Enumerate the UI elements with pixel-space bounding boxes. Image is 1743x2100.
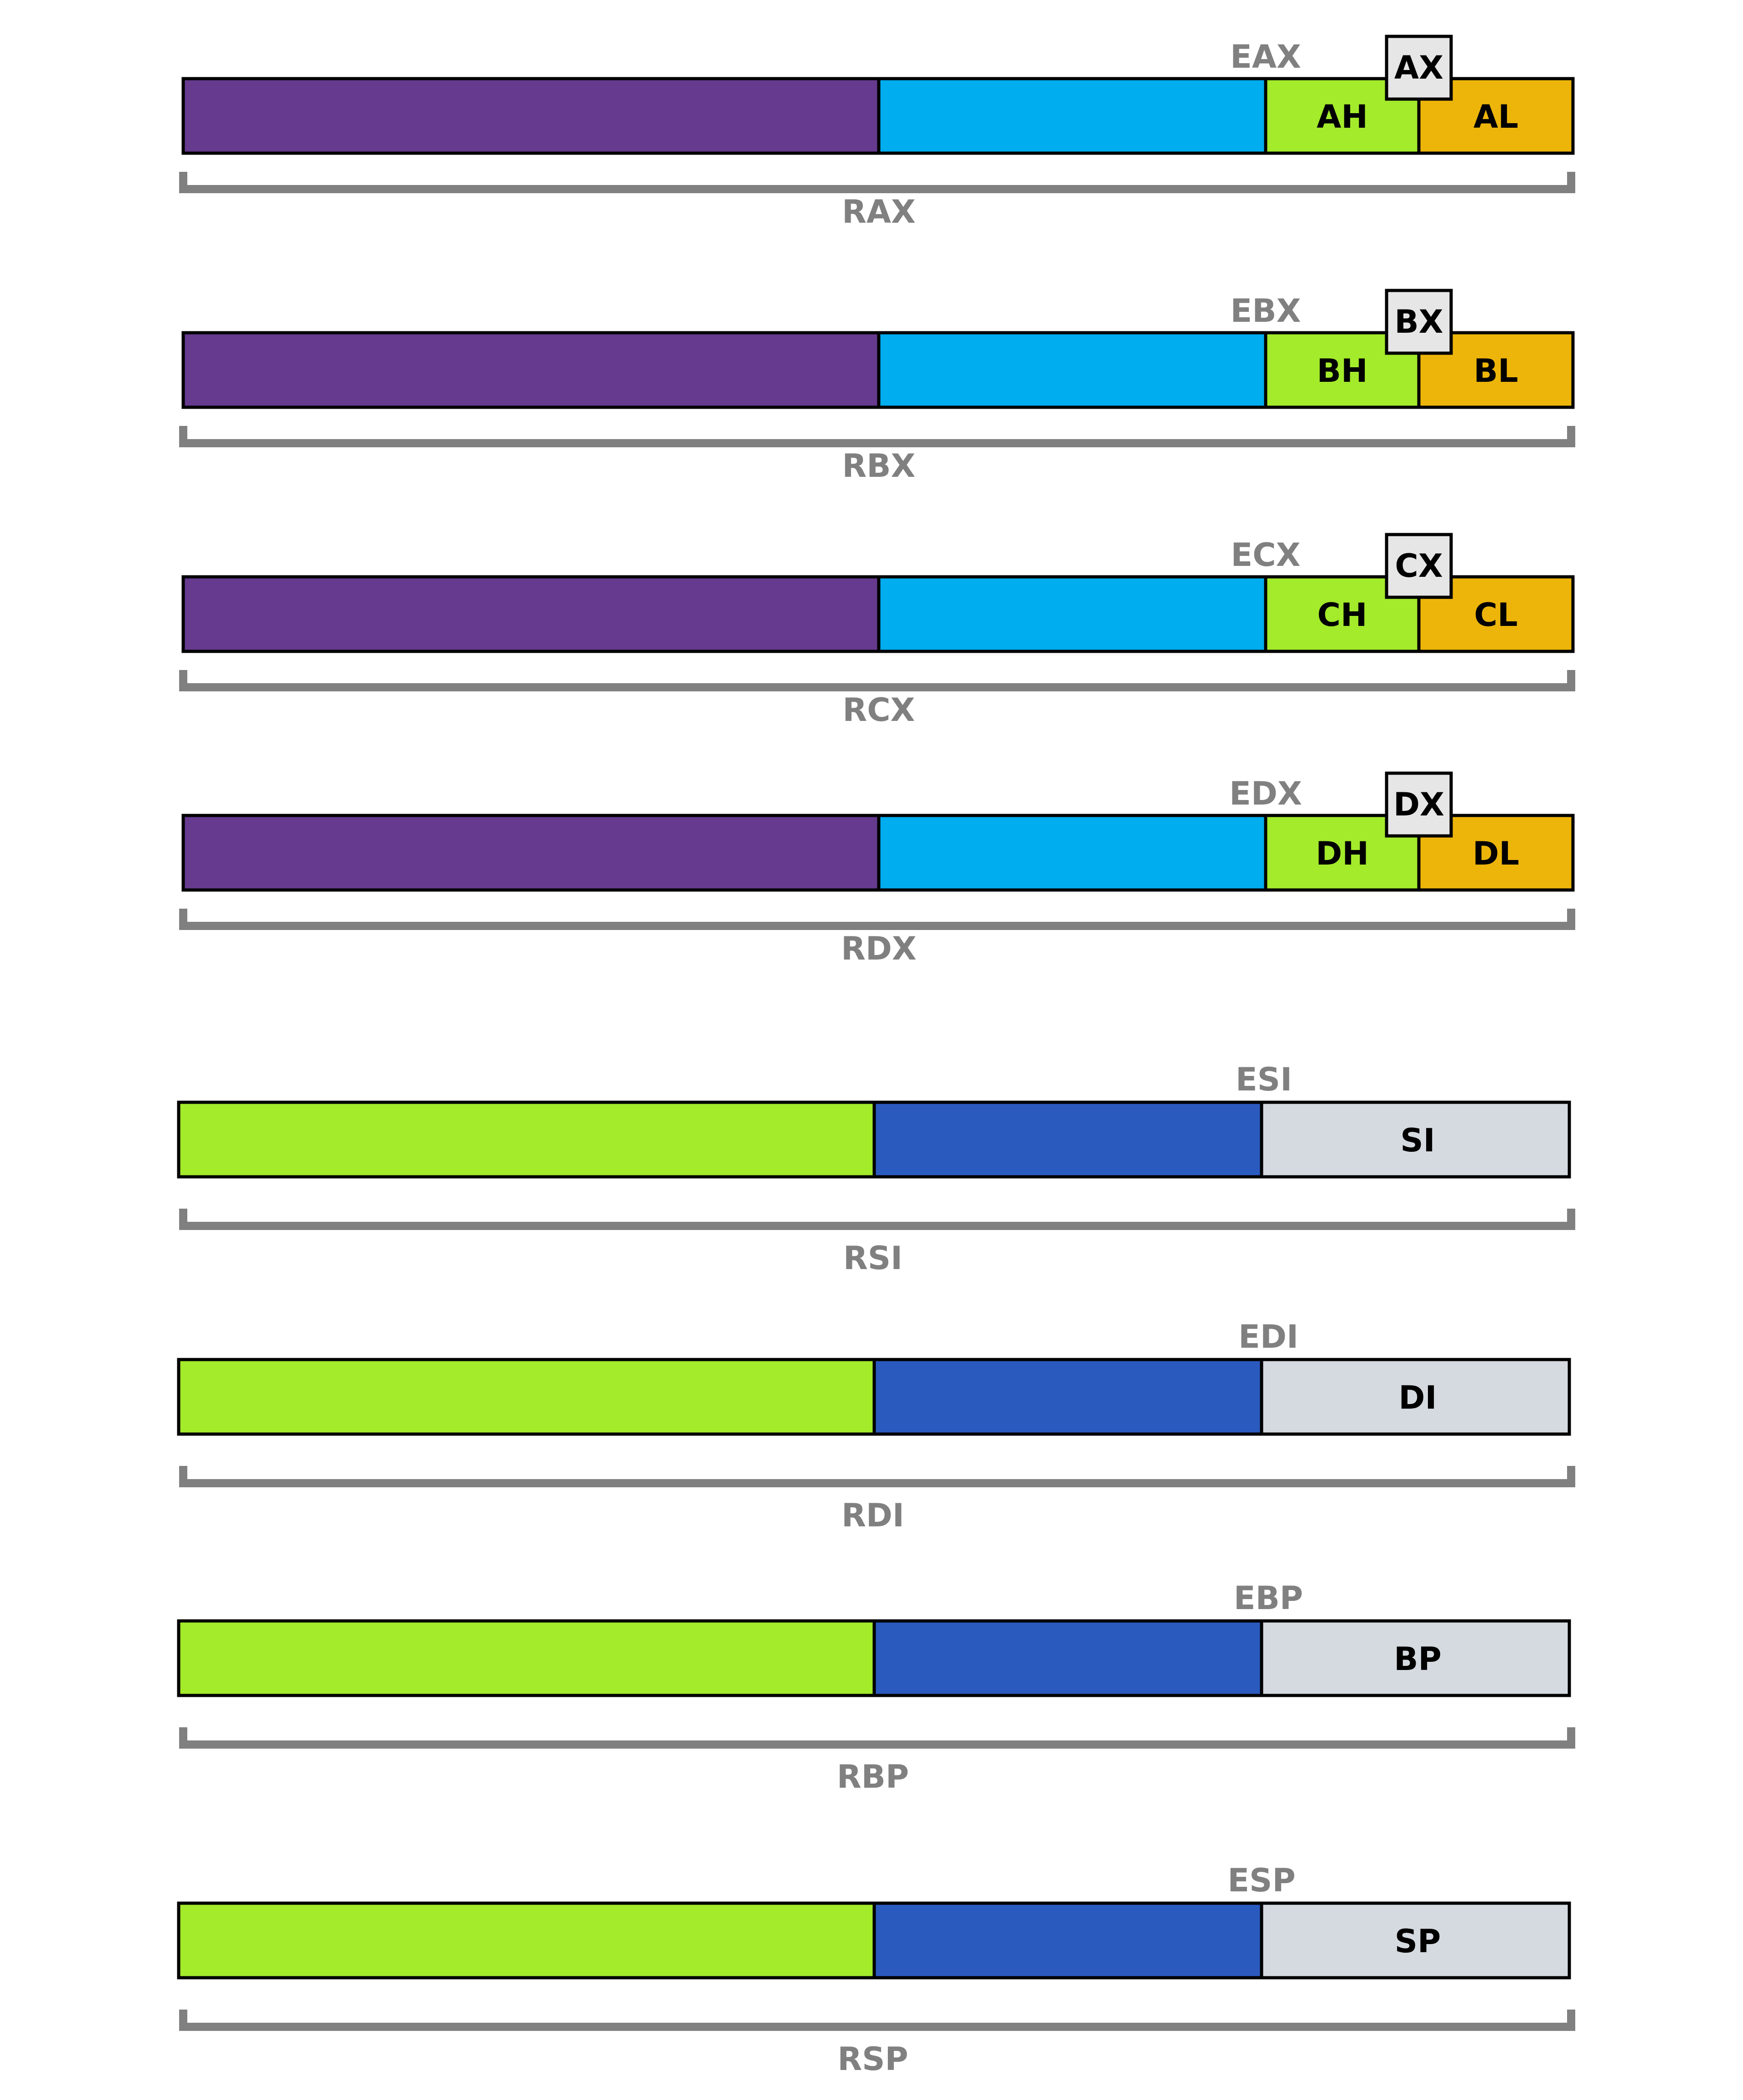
rdx-high-byte-label: DH (1316, 835, 1369, 872)
rax-16bit-box (1385, 35, 1453, 101)
rbp-upper-16-segment (872, 1619, 1263, 1697)
rcx-16bit-label: CX (1395, 547, 1442, 585)
rax-low-byte-label: AL (1473, 98, 1518, 135)
rsi-low-16-segment (1260, 1100, 1571, 1179)
rbx-low-byte-label: BL (1474, 352, 1518, 390)
rbp-upper-32-segment (177, 1619, 876, 1697)
rbx-16bit-label: BX (1394, 303, 1443, 340)
rsi-32bit-label: ESI (1236, 1061, 1292, 1098)
rdx-upper-16-segment (877, 814, 1267, 892)
rbx-32bit-label: EBX (1230, 292, 1301, 330)
rax-upper-32-segment (181, 77, 881, 155)
rsp-upper-32-segment (177, 1901, 876, 1980)
rbx-high-byte-label: BH (1317, 352, 1368, 390)
rcx-64bit-bracket (179, 670, 1575, 691)
rsi-64bit-bracket (179, 1209, 1575, 1230)
rsi-upper-32-segment (177, 1100, 876, 1179)
rdi-32bit-label: EDI (1238, 1318, 1298, 1355)
rax-32bit-label: EAX (1230, 38, 1301, 75)
rbx-upper-32-segment (181, 331, 881, 409)
rax-16bit-label: AX (1394, 49, 1443, 86)
rcx-32bit-label: ECX (1231, 536, 1300, 574)
rbx-64bit-bracket (179, 426, 1575, 447)
rdx-low-byte-label: DL (1473, 835, 1519, 872)
rdi-64bit-label: RDI (841, 1497, 904, 1534)
rsp-32bit-label: ESP (1227, 1862, 1296, 1899)
rdx-upper-32-segment (181, 814, 881, 892)
rsi-upper-16-segment (872, 1100, 1263, 1179)
rsp-16bit-label: SP (1395, 1923, 1441, 1960)
rcx-upper-32-segment (181, 575, 881, 653)
rbx-16bit-box (1385, 289, 1453, 355)
rbp-64bit-bracket (179, 1727, 1575, 1749)
rdx-32bit-label: EDX (1229, 775, 1302, 812)
rbx-upper-16-segment (877, 331, 1267, 409)
rcx-64bit-label: RCX (842, 691, 915, 729)
rdi-upper-16-segment (872, 1358, 1263, 1436)
rdx-64bit-bracket (179, 909, 1575, 930)
rbp-low-16-segment (1260, 1619, 1571, 1697)
rbp-16bit-label: BP (1394, 1640, 1442, 1678)
rsp-64bit-bracket (179, 2010, 1575, 2031)
rcx-16bit-box (1385, 533, 1453, 599)
rcx-upper-16-segment (877, 575, 1267, 653)
rax-64bit-label: RAX (842, 193, 916, 230)
rsi-16bit-label: SI (1400, 1122, 1435, 1159)
rdx-16bit-box (1385, 771, 1453, 838)
rdi-16bit-label: DI (1398, 1379, 1437, 1416)
rbx-64bit-label: RBX (842, 447, 915, 485)
rdx-64bit-label: RDX (841, 930, 917, 967)
rdi-upper-32-segment (177, 1358, 876, 1436)
rcx-low-byte-label: CL (1474, 596, 1518, 634)
rsi-64bit-label: RSI (843, 1240, 902, 1277)
rsp-64bit-label: RSP (837, 2040, 908, 2078)
rbp-32bit-label: EBP (1234, 1580, 1303, 1617)
rdi-low-16-segment (1260, 1358, 1571, 1436)
rcx-high-byte-label: CH (1317, 596, 1367, 634)
rsp-upper-16-segment (872, 1901, 1263, 1980)
rax-64bit-bracket (179, 172, 1575, 193)
rbp-64bit-label: RBP (837, 1758, 909, 1795)
rdx-16bit-label: DX (1393, 786, 1444, 823)
rax-high-byte-label: AH (1317, 98, 1368, 135)
rdi-64bit-bracket (179, 1466, 1575, 1487)
rsp-low-16-segment (1260, 1901, 1571, 1980)
rax-upper-16-segment (877, 77, 1267, 155)
